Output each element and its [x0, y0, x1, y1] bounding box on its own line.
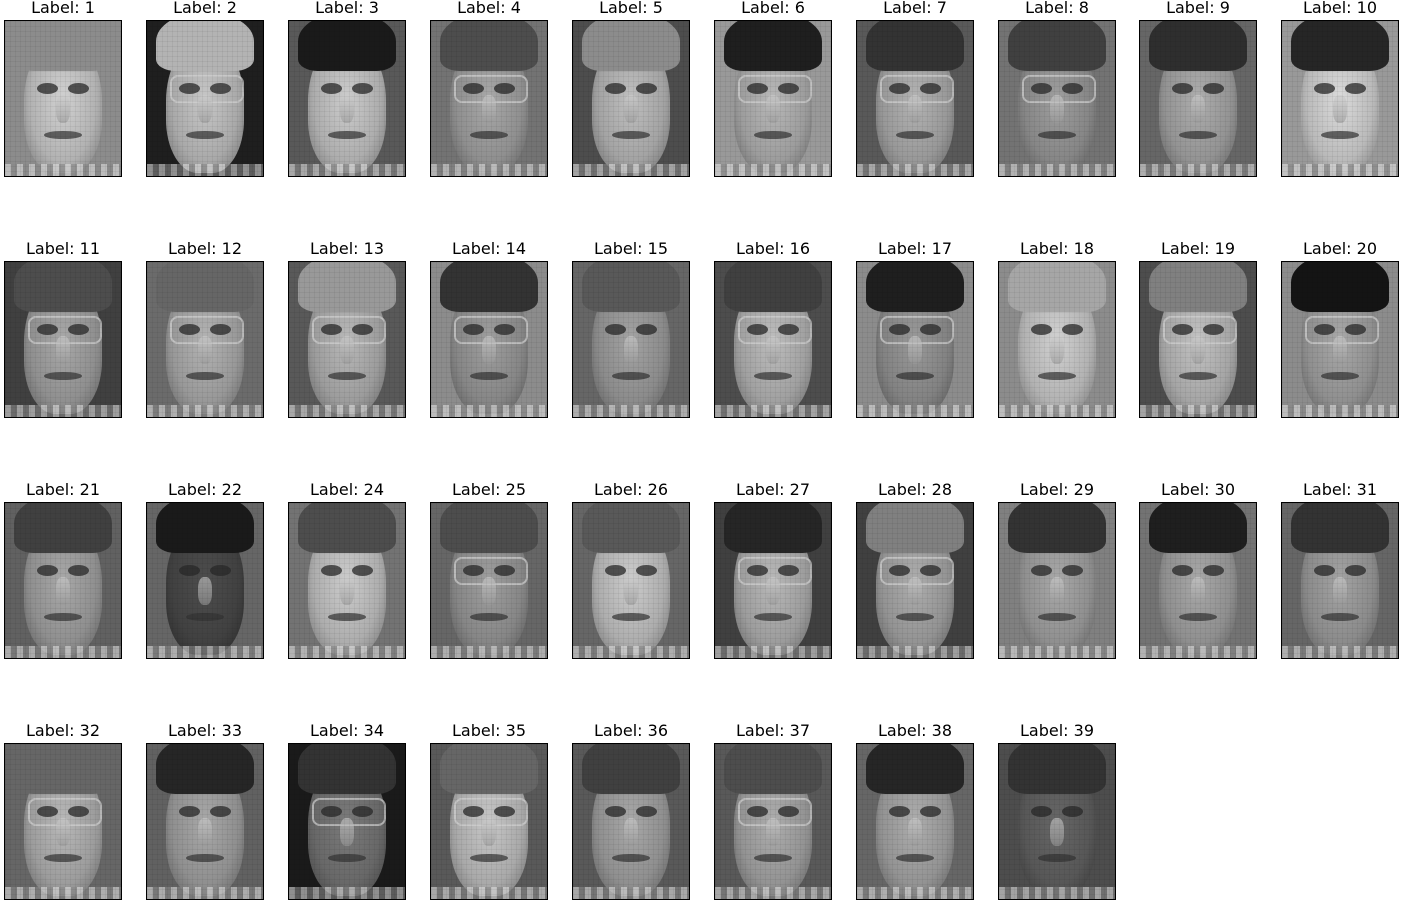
face-image	[998, 743, 1116, 900]
face-image	[146, 20, 264, 177]
face-label: Label: 38	[878, 721, 952, 740]
face-label: Label: 29	[1020, 480, 1094, 499]
face-image	[998, 502, 1116, 659]
face-label: Label: 4	[457, 0, 521, 17]
face-image	[1281, 502, 1399, 659]
face-label: Label: 2	[173, 0, 237, 17]
face-image	[4, 261, 122, 418]
face-label: Label: 19	[1161, 239, 1235, 258]
face-label: Label: 27	[736, 480, 810, 499]
face-label: Label: 20	[1303, 239, 1377, 258]
face-image	[572, 502, 690, 659]
face-label: Label: 12	[168, 239, 242, 258]
face-label: Label: 30	[1161, 480, 1235, 499]
face-image	[430, 502, 548, 659]
face-label: Label: 18	[1020, 239, 1094, 258]
face-label: Label: 32	[26, 721, 100, 740]
face-label: Label: 17	[878, 239, 952, 258]
face-label: Label: 15	[594, 239, 668, 258]
face-label: Label: 13	[310, 239, 384, 258]
face-label: Label: 6	[741, 0, 805, 17]
face-label: Label: 33	[168, 721, 242, 740]
face-label: Label: 37	[736, 721, 810, 740]
face-image	[714, 502, 832, 659]
face-label: Label: 31	[1303, 480, 1377, 499]
face-image	[1139, 502, 1257, 659]
face-label: Label: 36	[594, 721, 668, 740]
face-image	[1139, 20, 1257, 177]
face-image	[146, 502, 264, 659]
face-image	[714, 20, 832, 177]
face-image	[998, 20, 1116, 177]
face-label: Label: 9	[1166, 0, 1230, 17]
face-label: Label: 1	[31, 0, 95, 17]
face-image	[714, 743, 832, 900]
face-label: Label: 35	[452, 721, 526, 740]
face-image	[572, 743, 690, 900]
face-label: Label: 3	[315, 0, 379, 17]
face-label: Label: 7	[883, 0, 947, 17]
face-image	[856, 743, 974, 900]
face-label: Label: 25	[452, 480, 526, 499]
face-image	[288, 20, 406, 177]
face-label: Label: 28	[878, 480, 952, 499]
face-image	[288, 502, 406, 659]
face-image	[1281, 20, 1399, 177]
face-image	[714, 261, 832, 418]
face-image	[998, 261, 1116, 418]
face-image	[430, 261, 548, 418]
face-label: Label: 14	[452, 239, 526, 258]
face-label: Label: 11	[26, 239, 100, 258]
face-image	[146, 743, 264, 900]
face-label: Label: 24	[310, 480, 384, 499]
face-image	[430, 743, 548, 900]
face-image	[4, 502, 122, 659]
face-image	[430, 20, 548, 177]
face-label: Label: 5	[599, 0, 663, 17]
face-image	[4, 20, 122, 177]
face-label: Label: 39	[1020, 721, 1094, 740]
face-label: Label: 10	[1303, 0, 1377, 17]
face-image	[1281, 261, 1399, 418]
face-label: Label: 16	[736, 239, 810, 258]
face-label: Label: 22	[168, 480, 242, 499]
face-image	[146, 261, 264, 418]
face-image	[856, 261, 974, 418]
face-label: Label: 8	[1025, 0, 1089, 17]
face-image	[4, 743, 122, 900]
face-image	[288, 261, 406, 418]
face-image	[1139, 261, 1257, 418]
face-image	[856, 502, 974, 659]
face-label: Label: 26	[594, 480, 668, 499]
face-label: Label: 34	[310, 721, 384, 740]
face-image	[572, 20, 690, 177]
face-label: Label: 21	[26, 480, 100, 499]
face-image	[572, 261, 690, 418]
face-image	[856, 20, 974, 177]
face-image	[288, 743, 406, 900]
